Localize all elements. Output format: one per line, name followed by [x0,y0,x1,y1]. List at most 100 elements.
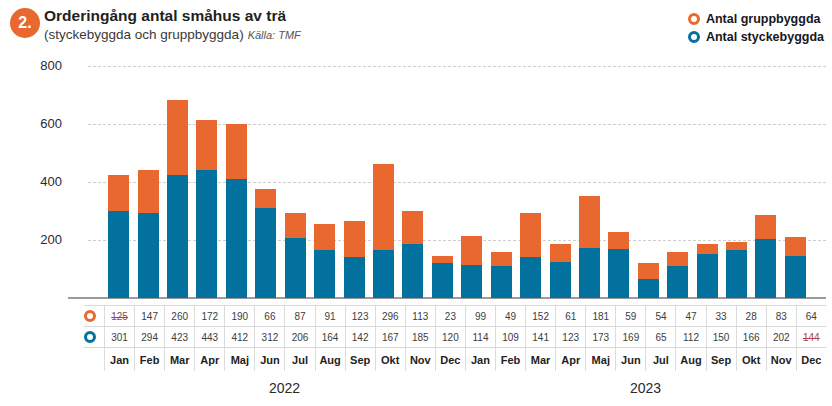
page-title: Orderingång antal småhus av trä [44,7,301,25]
table-cell: 166 [736,327,766,347]
table-cell: 142 [345,327,375,347]
month-label: Jan [104,348,134,371]
month-label: Jan [465,348,495,371]
bar-segment-gruppbyggda [755,215,776,239]
subtitle-text: (styckebyggda och gruppbyggda) [44,27,244,42]
bar-segment-styckebyggda [667,266,688,298]
table-cell: 141 [525,327,555,347]
month-label: Maj [585,348,615,371]
page-subtitle: (styckebyggda och gruppbyggda) Källa: TMF [44,27,301,42]
table-cell: 167 [375,327,405,347]
month-label: Nov [766,348,796,371]
bar-segment-gruppbyggda [314,224,335,250]
month-label: Mar [525,348,555,371]
bar-segment-gruppbyggda [461,236,482,265]
figure-number-badge: 2. [10,8,40,38]
table-cell: 120 [435,327,465,347]
figure-number: 2. [18,14,31,32]
y-axis-tick-label: 400 [20,174,62,189]
bar-segment-gruppbyggda [138,170,159,213]
legend-item-styckebyggda: Antal styckebyggda [688,30,824,44]
bar-segment-styckebyggda [520,257,541,298]
bar-column-dec-2023 [781,66,810,298]
bar-column-maj-2022 [222,66,251,298]
table-row-styckebyggda: 3012944234434123122061641421671851201141… [84,326,826,347]
bar-column-nov-2022 [398,66,427,298]
bar-column-jul-2022 [281,66,310,298]
table-cell: 152 [525,306,555,326]
bar-column-mar-2022 [163,66,192,298]
table-cell: 260 [164,306,194,326]
table-cell: 150 [706,327,736,347]
month-label: Okt [375,348,405,371]
bar-column-aug-2023 [663,66,692,298]
table-cell: 125 [104,306,134,326]
y-axis-tick-label: 800 [20,58,62,73]
bar-segment-styckebyggda [785,256,806,298]
month-label: Sep [706,348,736,371]
table-cell: 190 [224,306,254,326]
bar-column-sep-2023 [692,66,721,298]
bar-column-jan-2022 [104,66,133,298]
table-cell: 109 [495,327,525,347]
source-label: Källa: TMF [248,29,301,41]
table-cell: 423 [164,327,194,347]
bar-segment-gruppbyggda [579,196,600,248]
bar-column-apr-2023 [545,66,574,298]
bar-segment-gruppbyggda [167,100,188,175]
bar-column-aug-2022 [310,66,339,298]
bar-segment-gruppbyggda [432,256,453,263]
bar-segment-styckebyggda [344,257,365,298]
month-label: Aug [675,348,705,371]
bar-segment-gruppbyggda [785,237,806,256]
table-cell: 172 [194,306,224,326]
table-cell: 47 [675,306,705,326]
legend-item-gruppbyggda: Antal gruppbyggda [688,12,821,26]
bar-column-feb-2022 [133,66,162,298]
bar-segment-gruppbyggda [520,213,541,257]
bar-segment-styckebyggda [755,239,776,298]
bar-column-feb-2023 [486,66,515,298]
bar-segment-gruppbyggda [608,232,629,249]
y-axis: 200400600800 [20,66,62,298]
table-cell: 202 [766,327,796,347]
month-label: Apr [194,348,224,371]
bar-segment-gruppbyggda [550,244,571,262]
table-cell: 114 [465,327,495,347]
bar-segment-styckebyggda [255,208,276,298]
bar-column-sep-2022 [339,66,368,298]
bar-segment-gruppbyggda [255,189,276,208]
bar-segment-styckebyggda [461,265,482,298]
bar-column-nov-2023 [751,66,780,298]
bar-segment-styckebyggda [402,244,423,298]
month-label: Jun [615,348,645,371]
data-table: 1251472601721906687911232961132399491526… [84,305,826,399]
table-cell: 28 [736,306,766,326]
bar-segment-styckebyggda [226,179,247,298]
y-axis-tick-label: 600 [20,116,62,131]
month-label: Okt [736,348,766,371]
bar-column-dec-2022 [428,66,457,298]
month-label: Jun [254,348,284,371]
row-series-icon-cell [84,306,104,326]
bar-column-apr-2022 [192,66,221,298]
bar-column-maj-2023 [575,66,604,298]
table-cell: 112 [675,327,705,347]
bar-segment-gruppbyggda [638,263,659,279]
month-label: Maj [224,348,254,371]
y-axis-tick-label: 200 [20,232,62,247]
bar-segment-styckebyggda [196,170,217,298]
month-label: Dec [435,348,465,371]
bar-segment-gruppbyggda [726,242,747,250]
chart-plot-area [88,66,826,298]
table-cell: 64 [796,306,826,326]
table-cell: 91 [315,306,345,326]
month-label: Mar [164,348,194,371]
bar-segment-styckebyggda [726,250,747,298]
table-cell: 144 [796,327,826,347]
month-label: Aug [315,348,345,371]
month-label: Dec [796,348,826,371]
table-cell: 147 [134,306,164,326]
table-cell: 83 [766,306,796,326]
bar-segment-styckebyggda [373,250,394,298]
